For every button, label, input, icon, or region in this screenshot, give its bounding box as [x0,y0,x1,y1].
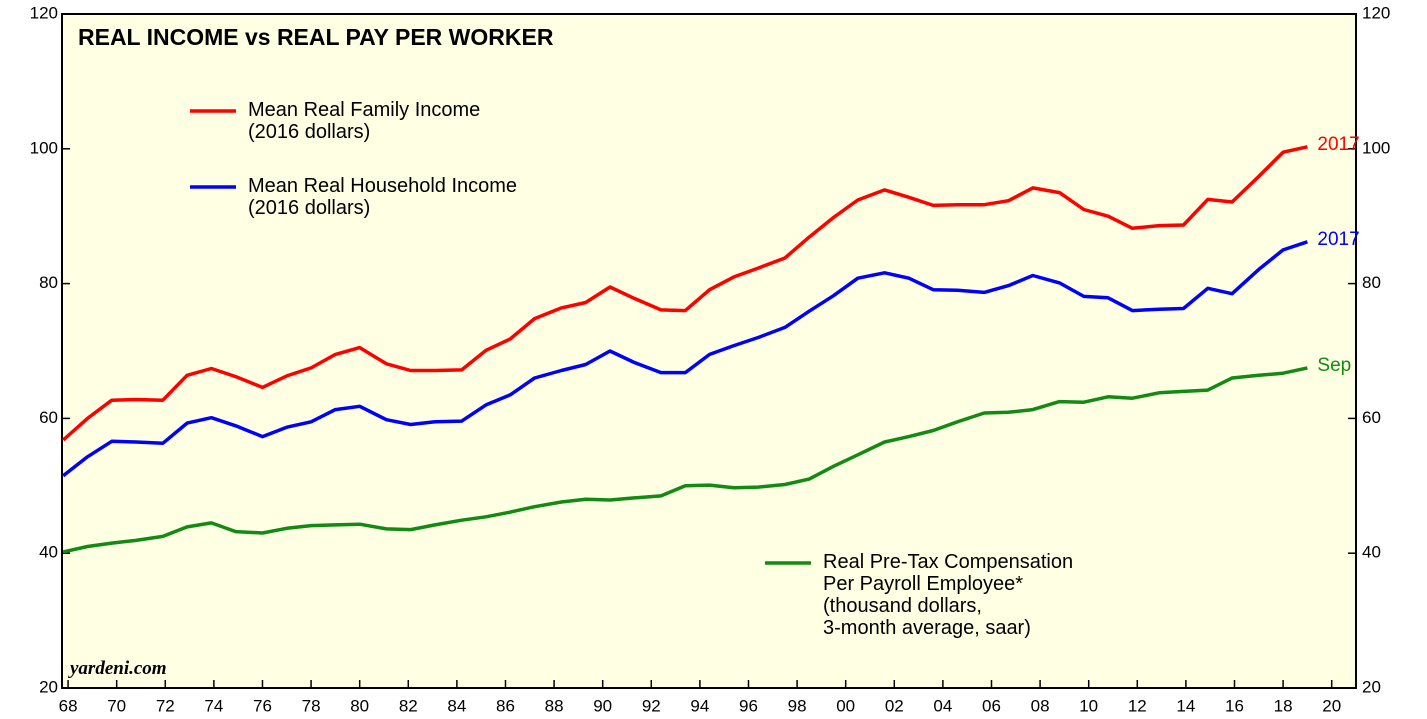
x-tick-label: 82 [399,696,418,715]
x-tick-label: 84 [447,696,466,715]
y-tick-label: 120 [30,3,58,22]
x-tick-label: 76 [253,696,272,715]
y2-tick-label: 100 [1362,138,1390,157]
x-tick-label: 06 [982,696,1001,715]
end-label: 2017 [1317,229,1359,250]
x-tick-label: 74 [204,696,223,715]
legend-label: Real Pre-Tax Compensation Per Payroll Em… [823,551,1074,639]
x-tick-label: 14 [1176,696,1195,715]
y2-tick-label: 80 [1362,273,1381,292]
source: yardeni.com [70,658,167,679]
x-tick-label: 86 [496,696,515,715]
x-tick-label: 92 [642,696,661,715]
x-tick-label: 80 [350,696,369,715]
y-tick-label: 60 [39,408,58,427]
y2-tick-label: 120 [1362,3,1390,22]
x-tick-label: 18 [1274,696,1293,715]
y2-tick-label: 60 [1362,408,1381,427]
x-tick-label: 00 [836,696,855,715]
x-tick-label: 12 [1128,696,1147,715]
x-tick-label: 10 [1079,696,1098,715]
x-tick-label: 04 [933,696,952,715]
chart-title: REAL INCOME vs REAL PAY PER WORKER [78,24,554,50]
legend-label: Mean Real Family Income (2016 dollars) [248,99,481,143]
series-line [62,366,1308,554]
x-tick-label: 70 [107,696,126,715]
y2-tick-label: 20 [1362,677,1381,696]
x-tick-label: 96 [739,696,758,715]
y2-tick-label: 40 [1362,543,1381,562]
y-tick-label: 80 [39,273,58,292]
x-tick-label: 68 [59,696,78,715]
x-tick-label: 94 [690,696,709,715]
x-tick-label: 20 [1322,696,1341,715]
series-line [62,145,1308,442]
x-tick-label: 16 [1225,696,1244,715]
plot-area [61,13,1357,689]
x-tick-label: 08 [1031,696,1050,715]
end-label: 2017 [1317,134,1359,155]
x-tick-label: 90 [593,696,612,715]
y-tick-label: 40 [39,543,58,562]
x-tick-label: 88 [545,696,564,715]
x-tick-label: 78 [302,696,321,715]
legend-label: Mean Real Household Income (2016 dollars… [248,175,518,219]
y-tick-label: 20 [39,677,58,696]
x-tick-label: 98 [788,696,807,715]
x-tick-label: 72 [156,696,175,715]
y-tick-label: 100 [30,138,58,157]
x-tick-label: 02 [885,696,904,715]
end-label: Sep [1317,355,1351,376]
series-line [62,240,1308,478]
